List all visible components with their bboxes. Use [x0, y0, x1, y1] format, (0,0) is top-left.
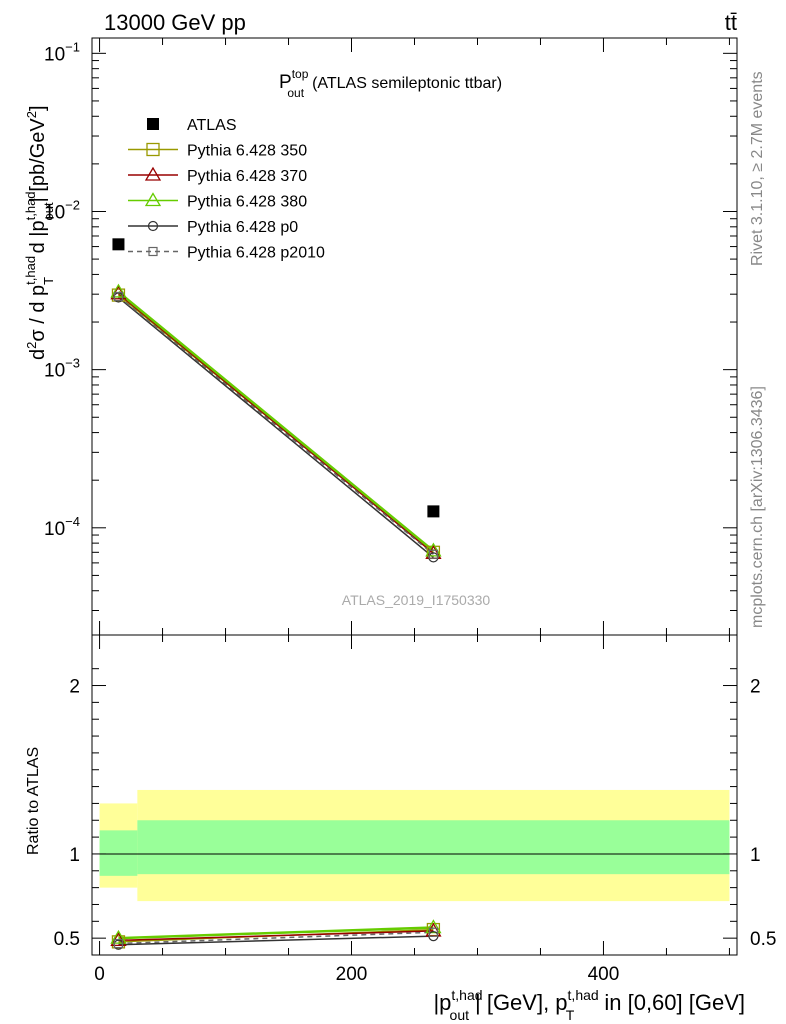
y-tick-label-upper: 10−2 — [44, 197, 80, 223]
legend-label: ATLAS — [187, 117, 237, 134]
series-line-upper — [117, 296, 434, 558]
legend-label: Pythia 6.428 p0 — [187, 219, 298, 236]
plot-title: Ptop out(ATLAS semileptonic ttbar) — [279, 67, 502, 100]
y-tick-label-upper: 10−4 — [44, 514, 80, 540]
y-tick-label-lower-right: 1 — [750, 845, 761, 866]
header-left: 13000 GeV pp — [104, 10, 246, 35]
legend-marker — [146, 142, 160, 157]
series-point-ratio — [110, 929, 127, 944]
xlabel: |pt,had out | [GeV], pt,had T in [0,60] [Ge… — [433, 987, 745, 1023]
legend-label: Pythia 6.428 350 — [187, 143, 307, 160]
series-line-upper — [117, 290, 435, 552]
ylabel-lower: Ratio to ATLAS — [25, 747, 42, 855]
series-line-ratio — [118, 926, 434, 940]
y-tick-label-upper: 10−3 — [44, 356, 80, 382]
axis-ticks: 10−1 10−2 10−3 10−4 2 2 1 1 0.5 0.5 0 200 400 — [44, 38, 776, 985]
series-point-upper — [113, 291, 124, 302]
mcplots-credit: mcplots.cern.ch [arXiv:1306.3436] — [749, 386, 766, 628]
band-inner — [99, 830, 138, 876]
y-tick-label-lower-left: 1 — [69, 845, 80, 866]
series-line-ratio — [118, 930, 434, 942]
legend-marker — [147, 220, 159, 232]
series-line-upper — [117, 295, 434, 555]
rivet-version: Rivet 3.1.10, ≥ 2.7M events — [749, 71, 766, 266]
legend-label: Pythia 6.428 p2010 — [187, 245, 325, 262]
ratio-uncertainty-bands — [99, 789, 730, 902]
legend-marker — [147, 118, 159, 130]
y-tick-label-lower-right: 0.5 — [750, 929, 776, 950]
series-line-upper — [117, 293, 434, 554]
legend-label: Pythia 6.428 380 — [187, 194, 307, 211]
atlas-data-point — [427, 505, 440, 518]
legend-label: Pythia 6.428 370 — [187, 168, 307, 185]
legend-marker — [144, 192, 162, 207]
y-tick-label-lower-left: 0.5 — [54, 929, 80, 950]
series-markers — [110, 238, 442, 950]
atlas-data-point — [112, 238, 125, 251]
y-tick-label-upper: 10−1 — [44, 39, 80, 65]
series-line-ratio — [118, 931, 434, 945]
series-point-ratio — [113, 938, 124, 949]
y-tick-label-lower-right: 2 — [750, 677, 761, 698]
header-right: tt̄ — [725, 10, 737, 35]
series-point-ratio — [425, 919, 442, 934]
series-lines — [117, 290, 435, 946]
legend: ATLAS Pythia 6.428 350 Pythia 6.428 370 Pyt… — [128, 117, 325, 262]
ylabel-upper: d2σ / d pt,had T d |pt,had out| [pb/GeV2] — [23, 105, 56, 360]
series-point-ratio — [428, 927, 438, 937]
band-inner — [137, 820, 730, 875]
legend-marker — [144, 166, 162, 181]
x-tick-label: 0 — [94, 964, 105, 985]
series-line-ratio — [118, 935, 434, 946]
series-point-upper — [428, 549, 438, 559]
x-tick-label: 200 — [336, 964, 368, 985]
series-point-upper — [110, 283, 127, 298]
x-tick-label: 400 — [588, 964, 620, 985]
legend-marker — [148, 246, 158, 257]
analysis-watermark: ATLAS_2019_I1750330 — [342, 592, 491, 608]
y-tick-label-lower-left: 2 — [69, 677, 80, 698]
